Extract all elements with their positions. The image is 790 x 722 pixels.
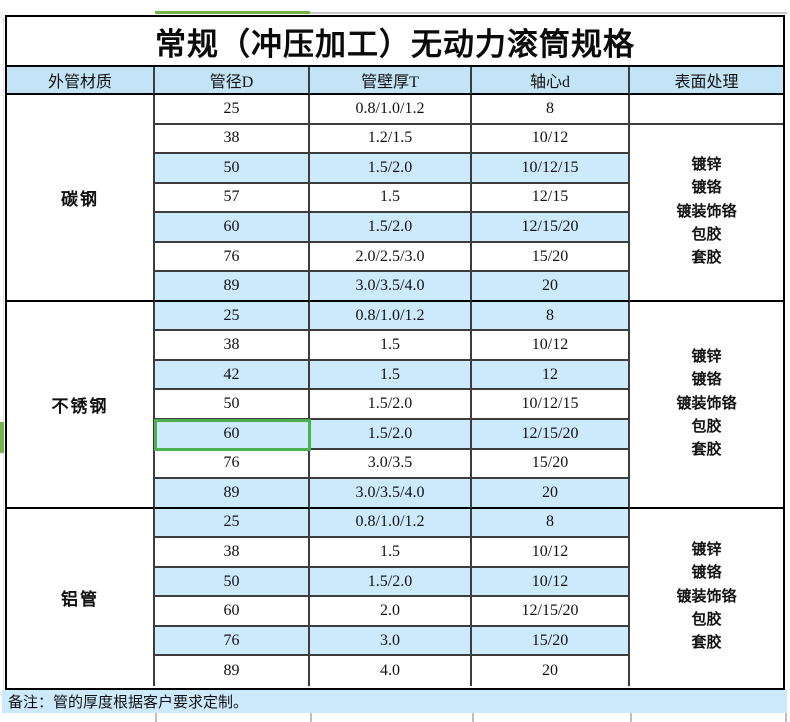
cell-diameter[interactable]: 38 [155,124,310,155]
cell-axis[interactable]: 10/12/15 [472,390,630,421]
cell-wall-thickness[interactable]: 1.5/2.0 [310,390,472,421]
material-cell-aluminum[interactable]: 铝管 [7,508,155,686]
header-diameter[interactable]: 管径D [155,67,310,95]
surface-cell-empty[interactable] [630,95,783,125]
cell-wall-thickness[interactable]: 1.5 [310,538,472,568]
gridline [630,713,632,722]
surface-cell-stainless-steel[interactable]: 镀锌 镀铬 镀装饰铬 包胶 套胶 [630,301,783,509]
cell-axis[interactable]: 15/20 [472,242,630,273]
gridline [155,713,157,722]
cell-axis[interactable]: 12/15/20 [472,213,630,243]
surface-cell-carbon-steel[interactable]: 镀锌 镀铬 镀装饰铬 包胶 套胶 [630,124,783,302]
cell-wall-thickness[interactable]: 3.0/3.5/4.0 [310,272,472,302]
cell-axis[interactable]: 10/12 [472,567,630,598]
cell-diameter[interactable]: 60 [155,213,310,243]
gridline [472,713,474,722]
cell-axis[interactable]: 8 [472,508,630,539]
cell-diameter[interactable]: 57 [155,183,310,214]
note-bar[interactable]: 备注：管的厚度根据客户要求定制。 [2,690,787,713]
cell-diameter[interactable]: 76 [155,242,310,273]
cell-diameter[interactable]: 25 [155,301,310,332]
row-header-edge-line [3,15,4,713]
cell-diameter[interactable]: 42 [155,360,310,391]
cell-axis[interactable]: 8 [472,301,630,332]
spec-table: 常规（冲压加工）无动力滚筒规格 外管材质 管径D 管壁厚T 轴心d 表面处理 碳… [5,15,785,690]
material-cell-stainless-steel[interactable]: 不锈钢 [7,301,155,509]
cell-axis[interactable]: 10/12/15 [472,154,630,184]
cell-wall-thickness[interactable]: 0.8/1.0/1.2 [310,95,472,125]
table-title[interactable]: 常规（冲压加工）无动力滚筒规格 [7,17,783,67]
cell-diameter[interactable]: 38 [155,538,310,568]
header-surface[interactable]: 表面处理 [630,67,783,95]
gridline [310,713,312,722]
cell-wall-thickness[interactable]: 3.0/3.5/4.0 [310,479,472,509]
cell-diameter[interactable]: 76 [155,449,310,480]
cell-diameter[interactable]: 60 [155,597,310,627]
cell-diameter[interactable]: 38 [155,331,310,361]
column-header-edge-line [310,12,787,14]
cell-wall-thickness[interactable]: 0.8/1.0/1.2 [310,301,472,332]
cell-axis[interactable]: 12/15/20 [472,597,630,627]
material-cell-carbon-steel[interactable]: 碳钢 [7,95,155,302]
gridline [785,713,787,722]
cell-wall-thickness[interactable]: 3.0 [310,626,472,657]
cell-wall-thickness[interactable]: 1.5/2.0 [310,154,472,184]
cell-wall-thickness[interactable]: 1.5 [310,360,472,391]
cell-wall-thickness[interactable]: 0.8/1.0/1.2 [310,508,472,539]
cell-diameter[interactable]: 50 [155,567,310,598]
cell-wall-thickness[interactable]: 1.5/2.0 [310,567,472,598]
cell-axis[interactable]: 10/12 [472,124,630,155]
cell-diameter[interactable]: 50 [155,154,310,184]
cell-wall-thickness[interactable]: 1.5/2.0 [310,213,472,243]
cell-diameter[interactable]: 76 [155,626,310,657]
cell-axis[interactable]: 10/12 [472,538,630,568]
cell-diameter[interactable]: 25 [155,95,310,125]
cell-diameter[interactable]: 25 [155,508,310,539]
surface-cell-aluminum[interactable]: 镀锌 镀铬 镀装饰铬 包胶 套胶 [630,508,783,686]
cell-axis[interactable]: 12/15 [472,183,630,214]
header-material[interactable]: 外管材质 [7,67,155,95]
selected-column-indicator-strip [155,11,310,14]
selected-cell-diameter[interactable]: 60 [154,419,311,451]
cell-axis[interactable]: 20 [472,656,630,686]
header-axis[interactable]: 轴心d [472,67,630,95]
cell-wall-thickness[interactable]: 2.0 [310,597,472,627]
cell-diameter[interactable]: 89 [155,272,310,302]
cell-axis[interactable]: 15/20 [472,626,630,657]
selected-row-indicator-strip [0,422,4,453]
cell-axis[interactable]: 15/20 [472,449,630,480]
cell-wall-thickness[interactable]: 2.0/2.5/3.0 [310,242,472,273]
cell-wall-thickness[interactable]: 1.5 [310,183,472,214]
header-wall-thickness[interactable]: 管壁厚T [310,67,472,95]
cell-diameter[interactable]: 50 [155,390,310,421]
cell-diameter[interactable]: 89 [155,656,310,686]
cell-wall-thickness[interactable]: 1.5/2.0 [310,420,472,450]
cell-wall-thickness[interactable]: 1.5 [310,331,472,361]
cell-wall-thickness[interactable]: 4.0 [310,656,472,686]
cell-axis[interactable]: 12/15/20 [472,420,630,450]
cell-axis[interactable]: 20 [472,479,630,509]
spec-grid: 外管材质 管径D 管壁厚T 轴心d 表面处理 碳钢 25 0.8/1.0/1.2… [7,67,783,686]
cell-diameter[interactable]: 89 [155,479,310,509]
cell-wall-thickness[interactable]: 1.2/1.5 [310,124,472,155]
cell-wall-thickness[interactable]: 3.0/3.5 [310,449,472,480]
cell-axis[interactable]: 20 [472,272,630,302]
cell-axis[interactable]: 10/12 [472,331,630,361]
cell-axis[interactable]: 8 [472,95,630,125]
cell-axis[interactable]: 12 [472,360,630,391]
